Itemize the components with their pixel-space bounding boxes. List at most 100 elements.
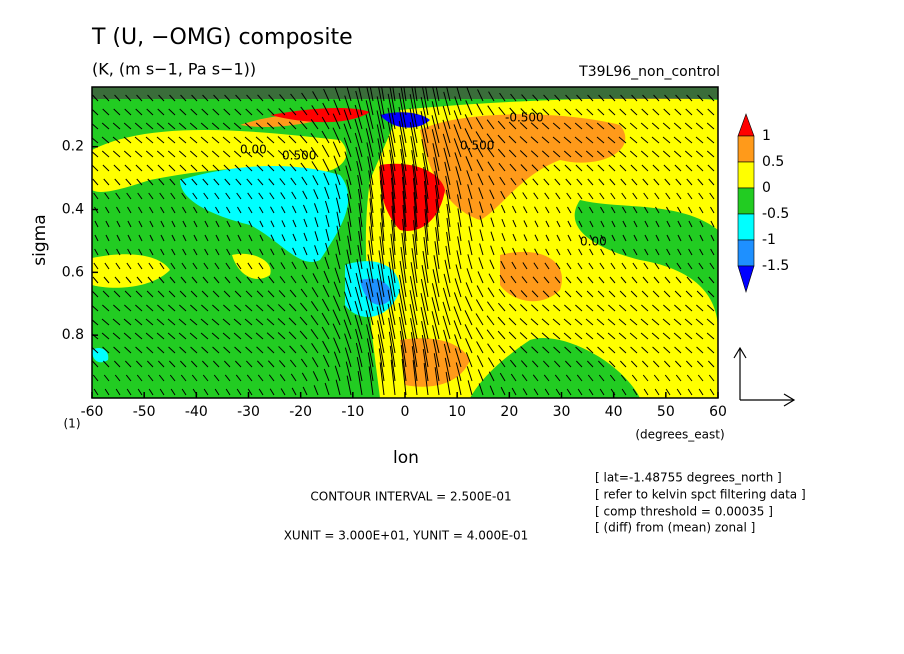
wind-vector	[486, 329, 495, 340]
wind-vector	[182, 248, 187, 256]
wind-vector	[509, 303, 517, 312]
wind-vector	[556, 248, 561, 256]
wind-vector	[369, 198, 374, 228]
wind-vector	[255, 122, 264, 130]
wind-vector	[389, 345, 396, 382]
wind-vector	[402, 204, 407, 242]
wind-vector	[489, 189, 495, 200]
wind-vector	[368, 170, 374, 200]
wind-vector	[157, 360, 165, 368]
wind-vector	[114, 276, 121, 284]
wind-vector	[170, 388, 176, 396]
wind-vector	[611, 234, 616, 242]
wind-vector	[201, 290, 209, 298]
wind-vector	[246, 94, 253, 102]
wind-vector	[391, 219, 396, 256]
wind-vector	[567, 220, 572, 228]
wind-vector	[391, 205, 396, 242]
wind-vector	[233, 136, 242, 144]
wind-vector	[347, 221, 352, 242]
wind-vector	[158, 276, 165, 284]
wind-vector	[686, 178, 693, 186]
wind-vector	[498, 358, 506, 368]
wind-vector	[399, 330, 407, 368]
wind-vector	[553, 304, 561, 312]
wind-vector	[179, 108, 187, 116]
wind-vector	[423, 181, 429, 214]
wind-vector	[378, 250, 385, 284]
wind-vector	[181, 192, 187, 200]
wind-vector	[355, 272, 363, 298]
wind-vector	[288, 149, 297, 158]
colorbar-segment	[737, 213, 755, 241]
wind-vector	[234, 290, 242, 298]
wind-vector	[116, 206, 121, 214]
wind-vector	[212, 290, 220, 298]
wind-vector	[642, 276, 649, 284]
wind-vector	[267, 346, 275, 354]
wind-vector	[366, 338, 374, 368]
wind-vector	[574, 122, 583, 130]
wind-vector	[510, 177, 517, 186]
wind-vector	[443, 273, 451, 298]
wind-vector	[257, 94, 264, 102]
wind-vector	[644, 206, 649, 214]
wind-vector	[486, 315, 495, 326]
wind-vector	[367, 352, 374, 382]
wind-vector	[622, 220, 627, 228]
wind-vector	[500, 260, 506, 270]
wind-vector	[225, 388, 231, 396]
wind-vector	[664, 94, 671, 102]
wind-vector	[508, 149, 517, 158]
wind-vector	[707, 360, 715, 368]
wind-vector	[695, 122, 704, 130]
wind-vector	[148, 262, 154, 270]
wind-vector	[180, 374, 187, 382]
wind-vector	[255, 136, 264, 144]
wind-vector	[201, 346, 209, 354]
wind-vector	[127, 220, 132, 228]
wind-vector	[456, 194, 462, 214]
wind-vector	[324, 382, 330, 396]
wind-vector	[267, 108, 275, 116]
wind-vector	[237, 206, 242, 214]
wind-vector	[553, 360, 561, 368]
wind-vector	[618, 150, 627, 158]
wind-vector	[160, 248, 165, 256]
wind-vector	[379, 236, 385, 270]
wind-vector	[565, 178, 572, 186]
colorbar-cap	[737, 113, 755, 137]
wind-vector	[125, 178, 132, 186]
wind-vector	[112, 318, 121, 326]
wind-vector	[390, 163, 396, 200]
wind-vector	[190, 304, 198, 312]
wind-vector	[171, 206, 176, 214]
wind-vector	[105, 220, 110, 228]
wind-vector	[456, 87, 462, 102]
wind-vector	[620, 374, 627, 382]
wind-vector	[563, 136, 572, 144]
wind-vector	[201, 360, 209, 368]
wind-vector	[169, 374, 176, 382]
wind-vector	[277, 150, 286, 158]
wind-vector	[542, 108, 550, 116]
wind-vector	[138, 234, 143, 242]
wind-vector	[619, 108, 627, 116]
wind-vector	[530, 150, 539, 158]
wind-vector	[618, 136, 627, 144]
wind-vector	[92, 360, 99, 368]
wind-vector	[94, 234, 99, 242]
wind-vector	[268, 178, 275, 186]
wind-vector	[211, 318, 220, 326]
wind-vector	[387, 93, 396, 130]
wind-vector	[157, 164, 165, 172]
wind-vector	[674, 304, 682, 312]
wind-vector	[501, 218, 506, 228]
wind-vector	[324, 200, 330, 214]
wind-vector	[189, 318, 198, 326]
wind-vector	[366, 142, 374, 172]
wind-vector	[170, 262, 176, 270]
wind-vector	[587, 178, 594, 186]
wind-vector	[610, 262, 616, 270]
wind-vector	[102, 304, 110, 312]
